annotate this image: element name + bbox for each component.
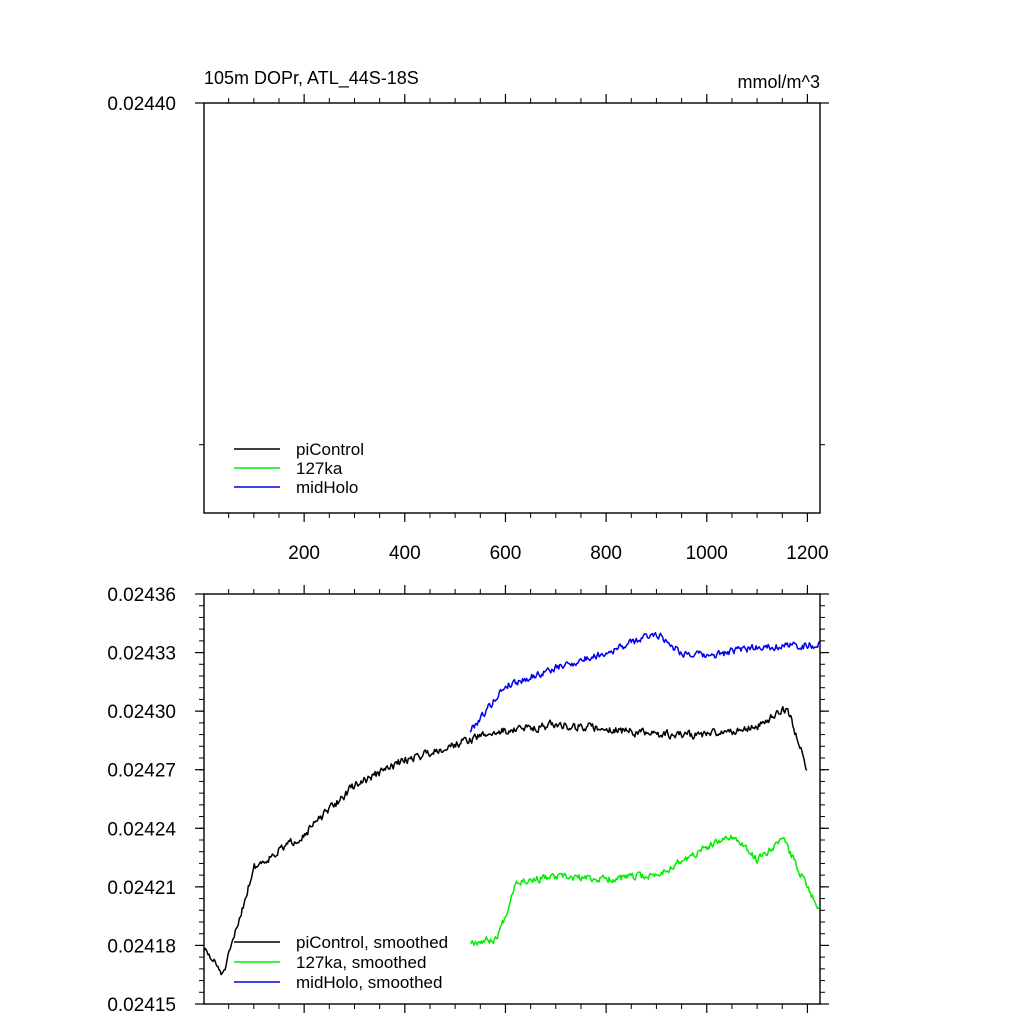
x-tick-label: 400	[389, 543, 421, 564]
bottom-plot-frame	[203, 593, 821, 1005]
bottom-x-axis	[303, 585, 809, 1013]
x-tick-label: 1000	[686, 543, 728, 564]
top-legend: piControl 127ka midHolo	[234, 440, 364, 497]
top-minor-ticks	[199, 98, 825, 518]
bottom-y-axis: 0.02415 0.02418 0.02421 0.02424 0.02427 0.024…	[107, 585, 829, 1016]
bottom-legend-label-127ka: 127ka, smoothed	[296, 953, 426, 972]
series-line-127ka-smoothed	[470, 834, 821, 946]
top-panel: 105m DOPr, ATL_44S-18S mmol/m^3 0.024150…	[107, 68, 829, 564]
y-tick-label: 0.02433	[107, 644, 176, 665]
y-tick-label: 0.02427	[107, 761, 176, 782]
top-legend-label-127ka: 127ka	[296, 459, 343, 478]
series-line-picontrol-smoothed	[203, 705, 808, 976]
bottom-panel: 0.02415 0.02418 0.02421 0.02424 0.02427 0.024…	[107, 585, 829, 1016]
x-tick-label: 800	[590, 543, 622, 564]
x-tick-label: 600	[490, 543, 522, 564]
top-legend-label-picontrol: piControl	[296, 440, 364, 459]
y-tick-label: 0.02440	[107, 94, 176, 115]
top-plot-frame	[203, 102, 821, 514]
y-tick-label: 0.02424	[107, 819, 176, 840]
top-x-axis: 200 400 600 800 1000 1200	[288, 94, 829, 564]
bottom-series-group	[203, 631, 821, 976]
y-tick-label: 0.02415	[107, 995, 176, 1016]
y-tick-label: 0.02436	[107, 585, 176, 606]
top-chart-title: 105m DOPr, ATL_44S-18S	[204, 68, 419, 89]
y-tick-label: 0.02430	[107, 702, 176, 723]
top-legend-label-midholo: midHolo	[296, 478, 358, 497]
x-tick-label: 1200	[786, 543, 828, 564]
x-tick-label: 200	[288, 543, 320, 564]
bottom-minor-ticks	[199, 589, 825, 1009]
bottom-legend-label-midholo: midHolo, smoothed	[296, 973, 442, 992]
top-y-axis: 0.024150.024200.024250.024300.024350.024…	[107, 94, 829, 115]
series-line-midholo-smoothed	[469, 631, 821, 733]
top-chart-units: mmol/m^3	[738, 72, 820, 92]
y-tick-label: 0.02418	[107, 936, 176, 957]
bottom-legend-label-picontrol: piControl, smoothed	[296, 933, 448, 952]
bottom-legend: piControl, smoothed 127ka, smoothed midH…	[234, 933, 448, 992]
y-tick-label: 0.02421	[107, 878, 176, 899]
